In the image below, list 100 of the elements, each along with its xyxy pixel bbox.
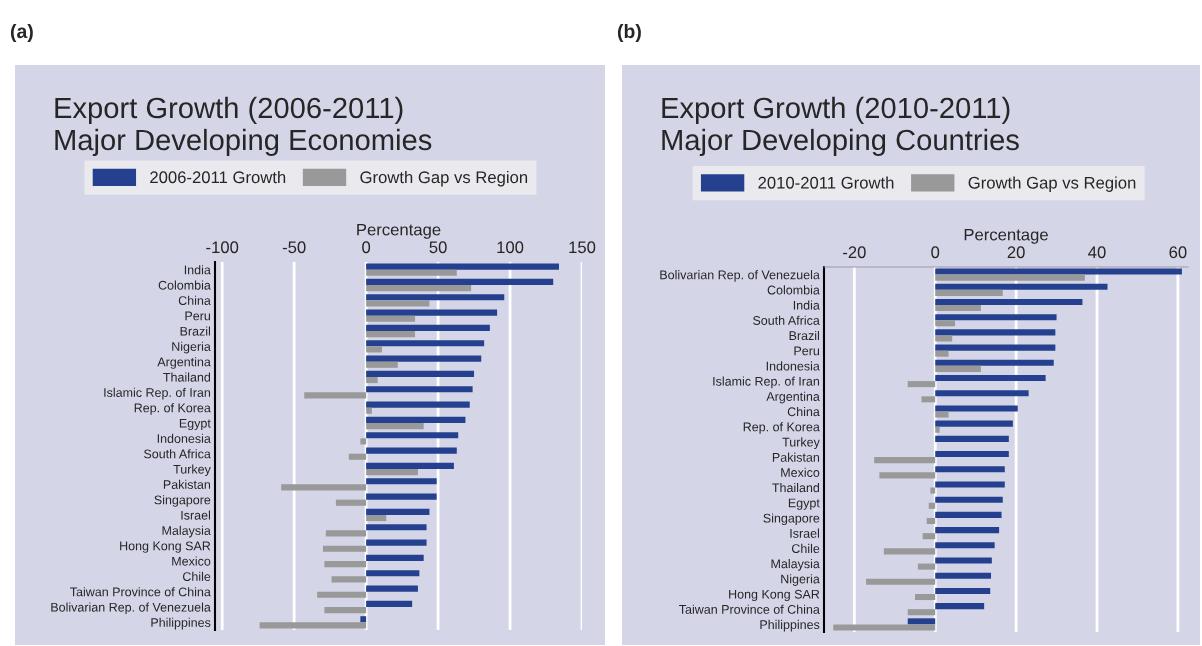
bar (366, 377, 378, 384)
bar (935, 274, 1085, 281)
y-tick-label: Mexico (781, 467, 820, 477)
y-tick-label: Rep. of Korea (134, 403, 211, 415)
bar (331, 576, 367, 583)
x-tick-label: -100 (206, 241, 239, 254)
y-tick-label: Argentina (157, 357, 211, 369)
bar (366, 294, 505, 301)
y-tick-label: Rep. of Korea (743, 422, 820, 434)
bar (866, 578, 936, 585)
y-tick-label: South Africa (144, 449, 211, 459)
bar (879, 472, 936, 479)
bar (935, 496, 1003, 503)
bar (366, 515, 387, 522)
bar (366, 447, 457, 454)
bar (935, 511, 1002, 518)
y-tick-label: Argentina (766, 391, 820, 404)
bar (935, 587, 991, 594)
legend-label: 2006-2011 Growth (150, 170, 286, 184)
bar (935, 466, 1005, 473)
y-tick-label: Taiwan Province of China (70, 587, 211, 597)
bar (833, 624, 936, 631)
bar (928, 502, 936, 509)
bar (366, 370, 475, 377)
chart-subtitle: Major Developing Countries (662, 128, 1019, 157)
y-tick-label: Nigeria (172, 341, 211, 354)
y-tick-label: Thailand (163, 372, 211, 382)
bar (935, 405, 1018, 412)
bar (366, 416, 466, 423)
bar (366, 386, 473, 393)
y-tick-label: Philippines (151, 617, 211, 630)
y-tick-label: Israel (181, 510, 210, 520)
bar (317, 591, 367, 598)
x-tick-label: 50 (429, 241, 447, 254)
y-tick-label: Islamic Rep. of Iran (713, 376, 820, 389)
bar (926, 517, 936, 525)
bar (935, 527, 1000, 534)
x-tick-label: 40 (1088, 246, 1106, 259)
y-tick-label: Egypt (179, 418, 211, 431)
bar (935, 390, 1029, 397)
bar (366, 263, 559, 270)
x-tick-label: -20 (843, 246, 866, 259)
bar (360, 438, 367, 445)
bar (907, 609, 936, 616)
legend-label: Growth Gap vs Region (360, 170, 528, 187)
bar (935, 298, 1083, 306)
bar (366, 340, 485, 347)
bar (874, 457, 936, 464)
bar (348, 453, 367, 460)
bar (335, 499, 367, 506)
bar (366, 324, 490, 331)
y-tick-label: Peru (794, 346, 819, 356)
bar (907, 381, 936, 388)
bar (259, 622, 367, 629)
bar (935, 329, 1056, 336)
bar (366, 478, 437, 485)
bar (304, 392, 367, 399)
y-tick-label: Malaysia (162, 525, 211, 538)
bar (883, 548, 936, 555)
bar (935, 344, 1056, 351)
x-tick-label: 60 (1169, 246, 1187, 259)
bar (935, 314, 1057, 321)
y-tick-label: Chile (182, 571, 211, 581)
bar (935, 451, 1009, 458)
bar (366, 331, 416, 338)
y-tick-label: Pakistan (163, 479, 211, 489)
bar (922, 533, 936, 540)
bar (935, 426, 940, 433)
y-tick-label: Egypt (788, 498, 820, 510)
y-tick-label: Malaysia (771, 559, 820, 571)
y-tick-label: Taiwan Province of China (679, 604, 820, 614)
chart-subtitle: Major Developing Economies (55, 128, 432, 157)
bar (366, 423, 424, 430)
bar (366, 269, 457, 276)
bar (935, 374, 1046, 382)
bar (930, 487, 936, 494)
bar (366, 469, 418, 476)
bar (935, 603, 985, 610)
y-tick-label: Bolivarian Rep. of Venezuela (660, 270, 820, 282)
bar (935, 435, 1009, 442)
x-tick-label: 150 (569, 241, 596, 254)
y-tick-label: Singapore (154, 495, 211, 507)
y-tick-label: Brazil (789, 330, 819, 341)
y-tick-label: Philippines (760, 619, 820, 632)
x-tick-label: -50 (282, 241, 306, 254)
bar (366, 315, 416, 322)
y-tick-label: Bolivarian Rep. of Venezuela (51, 602, 211, 615)
y-tick-label: Turkey (782, 437, 820, 450)
x-tick-label: 20 (1007, 246, 1025, 259)
bar (366, 570, 420, 577)
x-tick-label: 0 (931, 246, 940, 259)
bar (935, 289, 1003, 296)
bar (366, 462, 454, 469)
y-tick-label: Islamic Rep. of Iran (104, 387, 211, 400)
bar (366, 346, 382, 353)
bar (366, 554, 424, 561)
bar (935, 305, 981, 312)
legend-label: Growth Gap vs Region (968, 176, 1136, 192)
bar (366, 539, 427, 546)
bar (935, 335, 953, 342)
